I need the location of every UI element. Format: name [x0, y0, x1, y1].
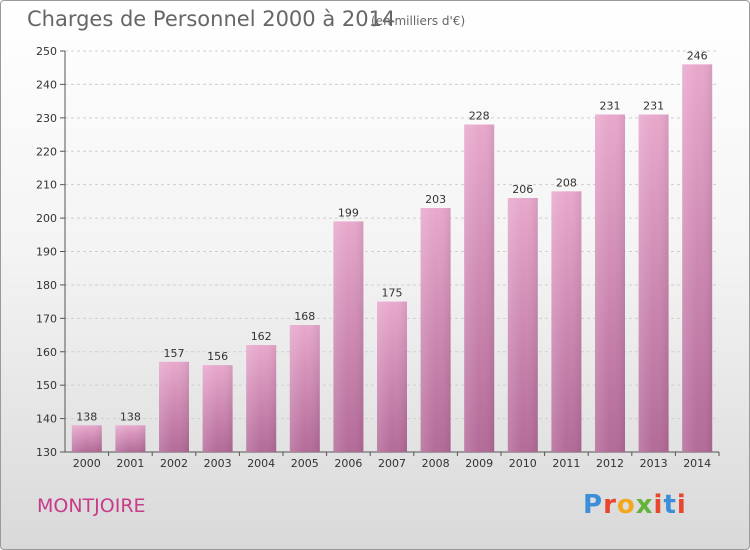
data-label: 231 — [643, 99, 664, 112]
logo-letter: P — [583, 490, 604, 520]
x-tick-label: 2005 — [291, 457, 319, 470]
data-label: 228 — [469, 110, 490, 123]
location-name: MONTJOIRE — [37, 495, 146, 517]
y-tick-label: 130 — [36, 446, 57, 459]
bar-shade — [71, 425, 102, 452]
x-tick-label: 2001 — [116, 457, 144, 470]
data-label: 138 — [76, 410, 97, 423]
y-tick-label: 200 — [36, 212, 57, 225]
data-label: 175 — [382, 287, 403, 300]
x-tick-label: 2012 — [596, 457, 624, 470]
logo-letter: r — [603, 490, 617, 520]
y-tick-label: 250 — [36, 45, 57, 58]
logo-letter: i — [653, 490, 664, 520]
x-tick-label: 2013 — [640, 457, 668, 470]
data-label: 208 — [556, 176, 577, 189]
logo-letter: i — [676, 490, 687, 520]
y-tick-label: 150 — [36, 379, 57, 392]
x-tick-label: 2010 — [509, 457, 537, 470]
chart-subtitle: (en milliers d'€) — [371, 14, 466, 28]
y-tick-label: 230 — [36, 112, 57, 125]
x-tick-label: 2004 — [247, 457, 275, 470]
bar-shade — [289, 325, 320, 452]
x-tick-label: 2014 — [683, 457, 711, 470]
logo-letter: o — [616, 490, 636, 520]
bar-shade — [115, 425, 146, 452]
y-tick-label: 240 — [36, 78, 57, 91]
data-label: 138 — [120, 410, 141, 423]
y-tick-label: 160 — [36, 346, 57, 359]
bar-shade — [595, 114, 625, 452]
x-tick-label: 2007 — [378, 457, 406, 470]
bar-shade — [551, 191, 582, 452]
x-axis: 2000 2001 2002 2003 2004 2005 2006 2007 2008 2009… — [73, 452, 720, 470]
x-tick-label: 2008 — [422, 457, 450, 470]
bar-shade — [682, 64, 713, 452]
y-tick-label: 190 — [36, 246, 57, 259]
data-label: 206 — [512, 183, 533, 196]
bar-shade — [202, 365, 233, 452]
logo-letter: t — [663, 490, 677, 520]
x-tick-label: 2003 — [204, 457, 232, 470]
y-tick-label: 220 — [36, 145, 57, 158]
y-tick-label: 180 — [36, 279, 57, 292]
data-label: 246 — [687, 49, 708, 62]
bar-shade — [159, 361, 189, 452]
x-tick-label: 2002 — [160, 457, 188, 470]
bar-shade — [638, 114, 669, 452]
bar-shade — [420, 208, 451, 452]
logo-letter: x — [635, 490, 654, 520]
bars: 138 138 157 156 162 168 199 175 203 228 206 208 231 2… — [71, 49, 713, 453]
x-tick-label: 2011 — [552, 457, 580, 470]
data-label: 231 — [600, 99, 621, 112]
y-tick-label: 140 — [36, 413, 57, 426]
bar-shade — [333, 221, 364, 452]
bar-shade — [377, 301, 407, 452]
x-tick-label: 2006 — [334, 457, 362, 470]
y-tick-label: 170 — [36, 312, 57, 325]
x-tick-label: 2009 — [465, 457, 493, 470]
chart-title: Charges de Personnel 2000 à 2014 — [27, 7, 396, 31]
bar-shade — [464, 124, 495, 453]
proxiti-logo: Proxiti — [583, 490, 687, 520]
bar-shade — [246, 345, 277, 452]
data-label: 157 — [164, 347, 185, 360]
y-tick-label: 210 — [36, 179, 57, 192]
data-label: 162 — [251, 330, 272, 343]
data-label: 156 — [207, 350, 228, 363]
bar-shade — [507, 198, 538, 452]
data-label: 168 — [294, 310, 315, 323]
x-tick-label: 2000 — [73, 457, 101, 470]
data-label: 203 — [425, 193, 446, 206]
data-label: 199 — [338, 206, 359, 219]
